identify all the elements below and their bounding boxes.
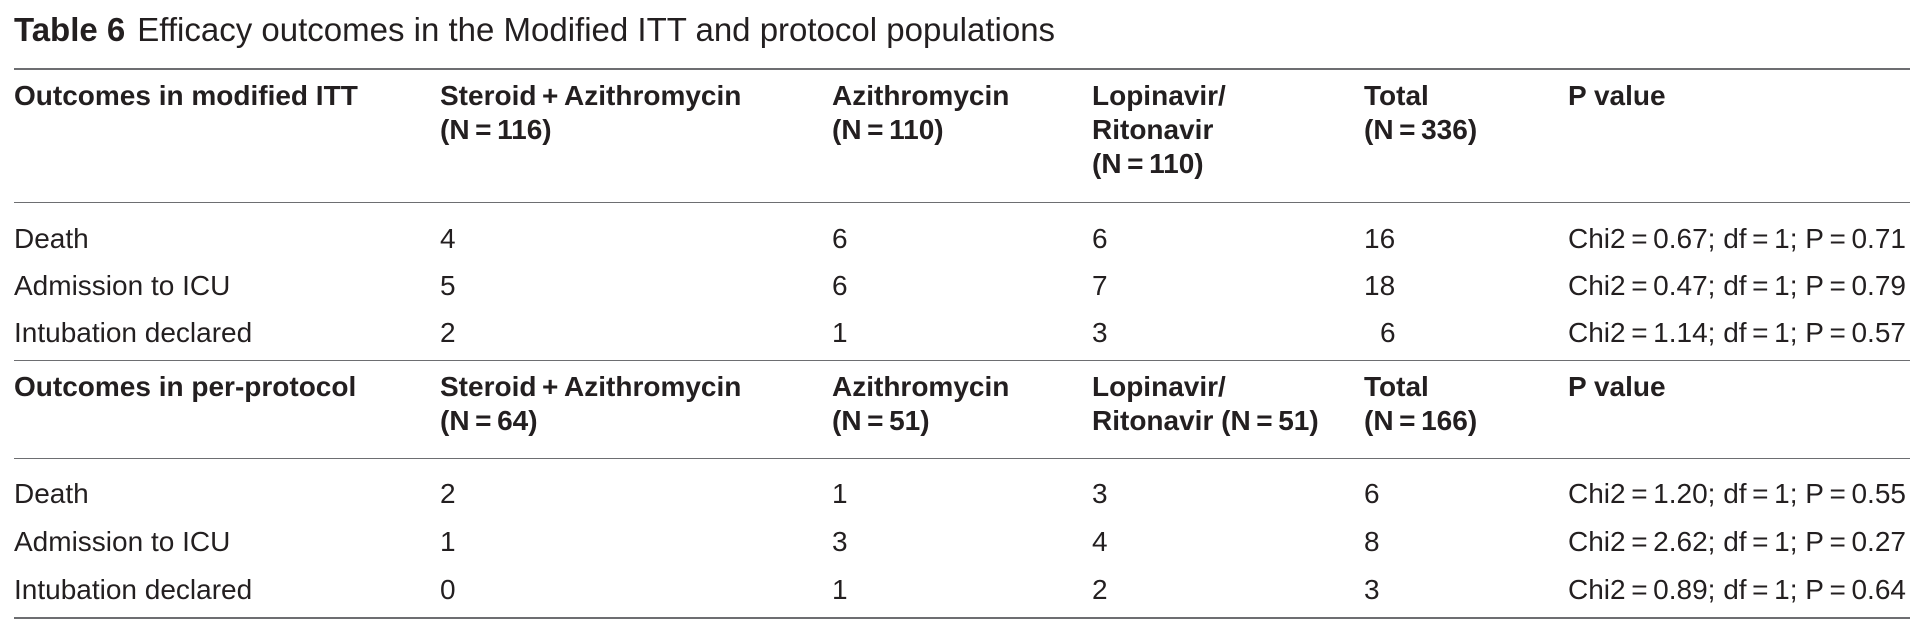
header-line: Ritonavir — [1092, 114, 1214, 145]
table-cell: 1 — [440, 526, 456, 557]
table-cell-p-value: Chi2 = 0.67; df = 1; P = 0.71 — [1568, 223, 1906, 254]
section-rule — [14, 360, 1910, 361]
header-p-value: P value — [1568, 79, 1666, 113]
header-rule — [14, 458, 1910, 459]
header-line: (N = 166) — [1364, 405, 1478, 436]
table-caption: Table 6 Efficacy outcomes in the Modified… — [14, 8, 1055, 52]
header-total: Total (N = 166) — [1364, 370, 1477, 438]
table-cell: 6 — [832, 270, 848, 301]
header-line: Steroid + Azithromycin — [440, 371, 742, 402]
row-outcome-label: Intubation declared — [14, 574, 253, 605]
header-azithromycin: Azithromycin (N = 51) — [832, 370, 1009, 438]
table-label: Table 6 — [14, 11, 126, 48]
header-line: (N = 64) — [440, 405, 538, 436]
header-line: Total — [1364, 80, 1429, 111]
table-cell: 3 — [1092, 317, 1108, 348]
table-bottom-rule — [14, 617, 1910, 619]
header-lopinavir-ritonavir: Lopinavir/ Ritonavir (N = 110) — [1092, 79, 1226, 181]
header-line: Azithromycin — [832, 80, 1010, 111]
row-outcome-label: Death — [14, 223, 89, 254]
header-line: (N = 51) — [832, 405, 930, 436]
row-outcome-label: Intubation declared — [14, 317, 253, 348]
table-cell-p-value: Chi2 = 0.89; df = 1; P = 0.64 — [1568, 574, 1906, 605]
table-cell: 5 — [440, 270, 456, 301]
header-line: Azithromycin — [832, 371, 1010, 402]
header-line: P value — [1568, 371, 1666, 402]
table-cell: 0 — [440, 574, 456, 605]
header-line: Total — [1364, 371, 1429, 402]
table-top-rule — [14, 68, 1910, 70]
header-line: Lopinavir/ — [1092, 371, 1226, 402]
row-outcome-label: Admission to ICU — [14, 270, 231, 301]
table-title: Efficacy outcomes in the Modified ITT an… — [137, 11, 1056, 48]
header-line: (N = 110) — [1092, 148, 1204, 179]
table-cell: 7 — [1092, 270, 1108, 301]
header-outcomes-modified-itt: Outcomes in modified ITT — [14, 80, 358, 111]
table-cell-p-value: Chi2 = 2.62; df = 1; P = 0.27 — [1568, 526, 1906, 557]
header-total: Total (N = 336) — [1364, 79, 1477, 147]
header-line: Steroid + Azithromycin — [440, 80, 742, 111]
table-cell-total: 6 — [1380, 317, 1396, 348]
table-cell-total: 6 — [1364, 478, 1380, 509]
row-outcome-label: Admission to ICU — [14, 526, 231, 557]
row-outcome-label: Death — [14, 478, 89, 509]
header-line: (N = 110) — [832, 114, 944, 145]
table-cell: 6 — [1092, 223, 1108, 254]
header-line: Ritonavir (N = 51) — [1092, 405, 1319, 436]
header-line: (N = 336) — [1364, 114, 1478, 145]
table-cell-p-value: Chi2 = 1.20; df = 1; P = 0.55 — [1568, 478, 1906, 509]
table-cell-total: 8 — [1364, 526, 1380, 557]
table-cell: 4 — [440, 223, 456, 254]
header-lopinavir-ritonavir: Lopinavir/ Ritonavir (N = 51) — [1092, 370, 1319, 438]
header-rule — [14, 202, 1910, 203]
header-azithromycin: Azithromycin (N = 110) — [832, 79, 1009, 147]
table-cell: 2 — [1092, 574, 1108, 605]
header-line: Lopinavir/ — [1092, 80, 1226, 111]
header-steroid-azithromycin: Steroid + Azithromycin (N = 116) — [440, 79, 741, 147]
table-cell-p-value: Chi2 = 0.47; df = 1; P = 0.79 — [1568, 270, 1906, 301]
table-cell-p-value: Chi2 = 1.14; df = 1; P = 0.57 — [1568, 317, 1906, 348]
table-cell: 1 — [832, 478, 848, 509]
table-cell: 2 — [440, 478, 456, 509]
table-cell-total: 3 — [1364, 574, 1380, 605]
table-cell-total: 18 — [1364, 270, 1396, 301]
table-cell: 4 — [1092, 526, 1108, 557]
table-cell: 3 — [832, 526, 848, 557]
table-cell: 2 — [440, 317, 456, 348]
table-cell: 3 — [1092, 478, 1108, 509]
header-line: (N = 116) — [440, 114, 552, 145]
table-cell: 6 — [832, 223, 848, 254]
table-cell-total: 16 — [1364, 223, 1396, 254]
header-p-value: P value — [1568, 370, 1666, 404]
header-line: P value — [1568, 80, 1666, 111]
header-outcomes-per-protocol: Outcomes in per-protocol — [14, 371, 357, 402]
table-cell: 1 — [832, 317, 848, 348]
header-steroid-azithromycin: Steroid + Azithromycin (N = 64) — [440, 370, 741, 438]
table-cell: 1 — [832, 574, 848, 605]
